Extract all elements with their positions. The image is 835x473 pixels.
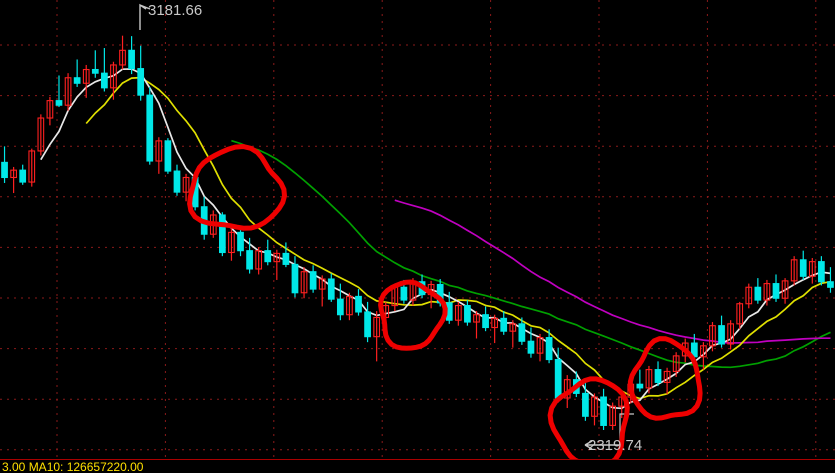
candlestick[interactable]: [518, 323, 526, 342]
candlestick[interactable]: [309, 271, 317, 290]
candlestick[interactable]: [346, 295, 353, 316]
candlestick[interactable]: [727, 323, 734, 345]
candlestick[interactable]: [709, 325, 716, 347]
candlestick[interactable]: [745, 286, 753, 305]
candlestick[interactable]: [654, 369, 662, 383]
candlestick[interactable]: [491, 317, 499, 329]
candlestick[interactable]: [91, 68, 99, 74]
candlestick[interactable]: [336, 298, 344, 316]
candlestick[interactable]: [164, 140, 172, 172]
candlestick[interactable]: [110, 64, 117, 89]
candlestick[interactable]: [282, 252, 290, 265]
candlestick[interactable]: [355, 295, 362, 313]
candlestick[interactable]: [246, 250, 253, 270]
candlestick[interactable]: [754, 286, 762, 301]
low-price-label: 2319.74: [588, 437, 643, 454]
candlestick[interactable]: [128, 49, 135, 70]
candlestick[interactable]: [146, 94, 154, 162]
candlestick[interactable]: [609, 405, 616, 426]
candlestick[interactable]: [155, 140, 163, 162]
candlestick[interactable]: [464, 305, 471, 323]
candlestick[interactable]: [781, 280, 789, 299]
candlestick[interactable]: [473, 314, 480, 323]
candlestick[interactable]: [509, 323, 517, 332]
high-price-label: 3181.66: [148, 2, 203, 19]
candlestick[interactable]: [10, 169, 17, 179]
ma5-line: [40, 68, 831, 410]
candlestick[interactable]: [700, 345, 707, 358]
high-label-pointer: [139, 3, 151, 17]
candlestick[interactable]: [327, 278, 335, 300]
indicator-footer-bar[interactable]: 3.00 MA10: 126657220.00: [0, 459, 835, 473]
candlestick[interactable]: [736, 303, 744, 325]
candlestick[interactable]: [300, 271, 308, 294]
candlestick[interactable]: [64, 77, 72, 106]
candlestick[interactable]: [364, 311, 371, 338]
candlestick[interactable]: [318, 278, 326, 290]
candlestick[interactable]: [536, 337, 544, 354]
circle-1: [187, 143, 288, 231]
candlestick[interactable]: [37, 117, 45, 152]
circle-3: [547, 376, 630, 462]
candlestick[interactable]: [237, 231, 244, 252]
low-label-arrow: [584, 440, 620, 450]
candlestick[interactable]: [663, 370, 671, 383]
candlestick[interactable]: [482, 314, 489, 329]
annotation-pointer-layer: [139, 3, 634, 450]
candlestick[interactable]: [582, 392, 589, 417]
candlestick[interactable]: [527, 340, 535, 354]
candlestick[interactable]: [1, 161, 8, 179]
candlestick[interactable]: [255, 250, 263, 270]
candlestick[interactable]: [264, 250, 272, 263]
candlestick[interactable]: [55, 100, 63, 106]
candlestick[interactable]: [173, 170, 181, 193]
candlestick[interactable]: [137, 68, 145, 96]
candlestick[interactable]: [101, 72, 108, 89]
candlestick[interactable]: [500, 317, 508, 332]
chart-grid-layer: [0, 0, 835, 462]
circle-2: [378, 279, 448, 351]
candlestick[interactable]: [636, 383, 644, 389]
candlestick[interactable]: [182, 176, 190, 193]
candlestick[interactable]: [228, 231, 235, 254]
candlestick[interactable]: [219, 214, 226, 254]
price-chart-area[interactable]: 3181.66 2319.74: [0, 0, 835, 462]
candlestick[interactable]: [790, 259, 798, 282]
ma60-line: [394, 199, 831, 344]
candlestick[interactable]: [799, 259, 807, 277]
hand-drawn-annotation-layer: [187, 143, 703, 462]
candlestick[interactable]: [454, 305, 462, 321]
volume-ma-readout-text: 3.00 MA10: 126657220.00: [2, 460, 144, 473]
vertical-gridlines: [56, 0, 817, 462]
candlestick[interactable]: [763, 283, 771, 301]
candlestick[interactable]: [82, 68, 90, 84]
candlestick[interactable]: [273, 252, 281, 263]
candlestick[interactable]: [591, 396, 598, 417]
candlestick[interactable]: [46, 100, 54, 119]
candlestick[interactable]: [545, 337, 553, 361]
candlestick[interactable]: [808, 261, 816, 277]
candlestick[interactable]: [119, 49, 126, 66]
candlestick[interactable]: [400, 286, 408, 301]
candlestick[interactable]: [28, 150, 36, 183]
candlestick[interactable]: [73, 77, 81, 84]
candlestick[interactable]: [373, 316, 381, 338]
circle-4: [627, 336, 703, 421]
candlestick[interactable]: [718, 325, 725, 345]
candlestick[interactable]: [818, 261, 825, 283]
candlestick[interactable]: [772, 283, 780, 299]
candlestick[interactable]: [827, 281, 834, 288]
candlestick-series[interactable]: [0, 0, 835, 462]
candlestick[interactable]: [672, 355, 680, 372]
candlestick[interactable]: [645, 369, 653, 389]
candlestick[interactable]: [600, 396, 607, 426]
candlestick[interactable]: [19, 169, 27, 183]
ma20-line: [231, 139, 831, 369]
candlestick[interactable]: [291, 263, 299, 294]
